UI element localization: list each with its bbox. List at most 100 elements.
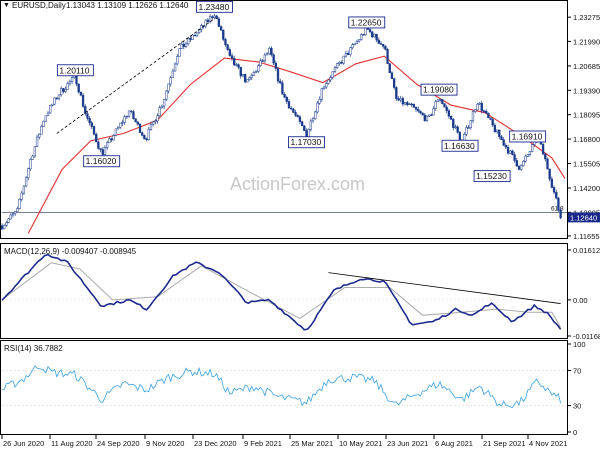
candle-body — [454, 126, 457, 128]
candle-body — [320, 88, 323, 100]
macd-y-tick-label: -0.011681 — [573, 332, 600, 341]
price-candle — [377, 37, 380, 44]
candle-body — [90, 122, 93, 127]
price-candle — [436, 99, 440, 102]
price-candle — [449, 115, 453, 121]
candle-body — [384, 46, 387, 50]
candle-body — [136, 121, 139, 125]
candle-body — [417, 109, 420, 112]
price-candle — [300, 120, 304, 127]
price-candle — [261, 59, 264, 62]
price-candle — [329, 75, 332, 83]
price-candle — [130, 110, 133, 114]
price-candle — [13, 211, 17, 216]
price-candle — [469, 120, 472, 130]
price-candle — [77, 83, 80, 94]
price-candle — [281, 80, 284, 95]
candle-body — [495, 129, 499, 133]
x-tick-label: 10 May 2021 — [339, 439, 382, 448]
candle-body — [421, 112, 424, 116]
candle-body — [382, 44, 385, 47]
candle-body — [9, 214, 12, 220]
price-candle — [430, 113, 433, 116]
price-candle — [432, 106, 435, 116]
candle-body — [248, 77, 251, 80]
x-tick-label: 26 Jun 2020 — [3, 439, 44, 448]
price-candle — [292, 107, 295, 114]
price-candle — [49, 104, 52, 114]
candle-body — [110, 138, 113, 141]
candle-body — [388, 63, 391, 74]
annotation-box — [441, 139, 479, 152]
candle-body — [263, 54, 267, 62]
price-candle — [79, 91, 83, 97]
candle-body — [228, 49, 231, 56]
candle-body — [77, 83, 80, 93]
price-candle — [106, 140, 109, 151]
price-candle — [283, 92, 286, 99]
price-candle — [530, 144, 534, 153]
price-candle — [487, 112, 490, 119]
candle-body — [329, 77, 332, 81]
candle-body — [252, 71, 256, 76]
price-candle — [526, 153, 529, 157]
candle-body — [169, 77, 172, 85]
price-candle — [353, 43, 356, 46]
price-candle — [392, 77, 396, 90]
price-candle — [320, 88, 323, 102]
price-candle — [156, 113, 159, 124]
price-candle — [311, 116, 315, 123]
candle-body — [517, 166, 521, 170]
annotation-text: 1.22650 — [351, 17, 382, 27]
price-candle — [443, 103, 446, 108]
annotation-text: 1.15230 — [476, 171, 507, 181]
candle-body — [68, 81, 72, 84]
collapse-triangle-icon[interactable]: ▼ — [3, 2, 10, 9]
price-y-tick-label: 1.21990 — [573, 37, 600, 46]
candle-body — [57, 94, 61, 100]
price-candle — [303, 125, 306, 131]
price-candle — [167, 83, 170, 94]
annotation-text: 1.16910 — [512, 131, 543, 141]
price-candle — [219, 25, 223, 32]
moving-average — [27, 55, 566, 234]
price-candle — [222, 29, 225, 42]
candle-body — [18, 199, 21, 209]
price-annotation: 1.16910 — [509, 130, 547, 143]
macd-trendline — [328, 272, 561, 304]
price-candle — [467, 124, 470, 129]
price-candle — [474, 109, 477, 114]
price-candle — [471, 110, 475, 124]
price-candle — [375, 33, 378, 43]
candle-body — [513, 154, 516, 161]
annotation-box — [473, 170, 511, 183]
price-candle — [70, 75, 74, 84]
candle-body — [11, 213, 15, 216]
candle-body — [103, 147, 107, 155]
rsi-y-tick-label: 30 — [573, 402, 581, 411]
price-candle — [287, 99, 291, 109]
candle-body — [300, 121, 304, 127]
candle-body — [364, 27, 367, 35]
price-candle — [127, 110, 131, 118]
candle-body — [101, 149, 104, 155]
price-candle — [388, 63, 391, 74]
price-candle — [35, 134, 39, 148]
candle-body — [108, 138, 111, 143]
candle-body — [106, 142, 109, 148]
candle-body — [390, 72, 394, 79]
macd-y-tick-label: 0.00 — [573, 296, 588, 305]
price-candle — [480, 100, 483, 114]
price-candle — [342, 55, 345, 65]
annotation-text: 1.16630 — [444, 141, 475, 151]
candle-body — [377, 39, 380, 44]
candle-body — [244, 74, 247, 83]
price-candle — [114, 128, 118, 137]
price-candle — [272, 52, 275, 66]
candle-body — [176, 56, 179, 65]
price-candle — [384, 45, 387, 51]
candle-body — [520, 165, 523, 170]
candle-body — [524, 156, 527, 162]
candle-body — [97, 141, 100, 149]
candle-body — [316, 102, 319, 113]
